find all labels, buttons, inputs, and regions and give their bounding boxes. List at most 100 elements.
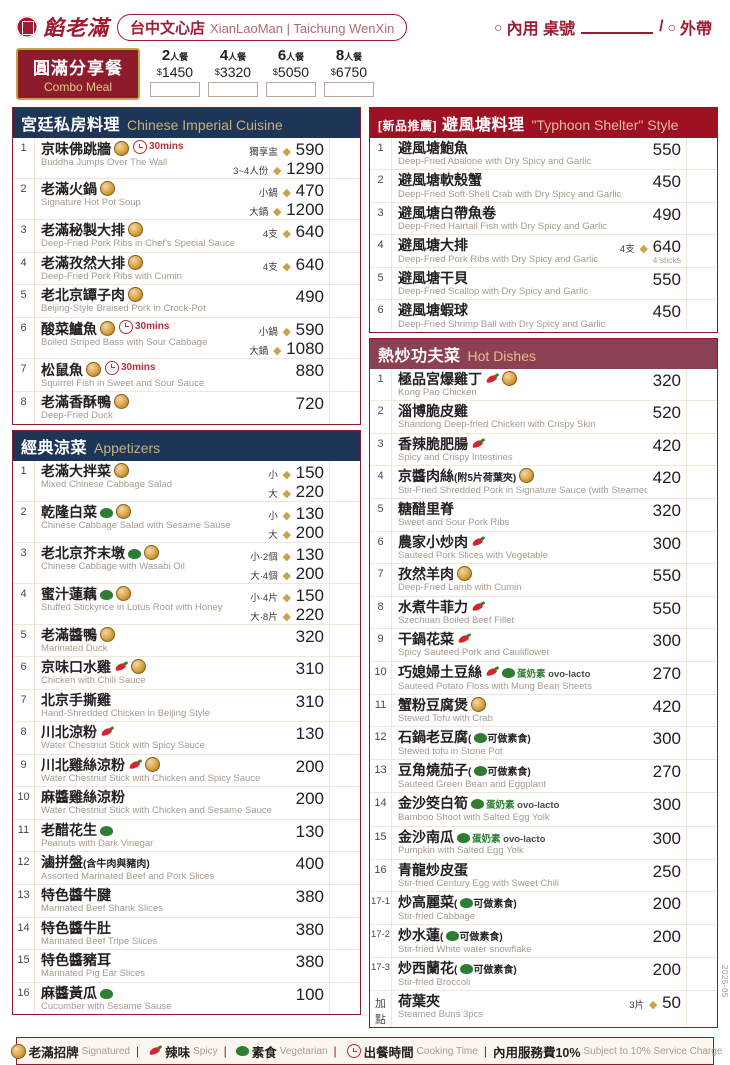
item-qty-input[interactable] bbox=[329, 885, 360, 917]
menu-item-row[interactable]: 4 蜜汁蓮藕 Stuffed Stickyrice in Lotus Root wi… bbox=[13, 583, 360, 625]
menu-item-row[interactable]: 13 特色醬牛腱 Marinated Beef Shank Slices 380 bbox=[13, 885, 360, 918]
menu-item-row[interactable]: 3 香辣脆肥腸 Spicy and Crispy Intestines 420 bbox=[370, 433, 717, 467]
menu-item-row[interactable]: 1 避風塘鮑魚 Deep-Fried Abalone with Dry Spicy … bbox=[370, 138, 717, 171]
menu-item-row[interactable]: 17-1 炒高麗菜(可做素食) Stir-fried Cabbage 200 bbox=[370, 892, 717, 926]
item-qty-input[interactable] bbox=[329, 624, 360, 657]
menu-item-row[interactable]: 16 青龍炒皮蛋 Stir-fried Century Egg with Sweet… bbox=[370, 859, 717, 893]
menu-item-row[interactable]: 10 巧媳婦土豆絲 蛋奶素 ovo-lacto Sauteed Potato Flos… bbox=[370, 661, 717, 695]
item-qty-input[interactable] bbox=[686, 235, 717, 267]
menu-item-row[interactable]: 15 特色醬豬耳 Marinated Pig Ear Slices 380 bbox=[13, 950, 360, 983]
menu-item-row[interactable]: 7 松鼠魚 30mins Squirrel Fish in Sweet and Sou… bbox=[13, 358, 360, 393]
item-qty-input[interactable] bbox=[686, 661, 717, 694]
item-qty-input[interactable] bbox=[686, 727, 717, 760]
menu-item-row[interactable]: 9 干鍋花菜 Spicy Sauteed Pork and Cauliflower 3… bbox=[370, 629, 717, 662]
menu-item-row[interactable]: 4 避風塘大排 Deep-Fried Pork Ribs with Dry Spic… bbox=[370, 235, 717, 268]
item-qty-input[interactable] bbox=[686, 499, 717, 531]
menu-item-row[interactable]: 5 避風塘干貝 Deep-Fried Scallop with Dry Spicy … bbox=[370, 267, 717, 301]
menu-item-row[interactable]: 8 水煮牛菲力 Szechuan Boiled Beef Fillet 550 bbox=[370, 596, 717, 630]
menu-item-row[interactable]: 2 老滿火鍋 Signature Hot Pot Soup 小鍋 ◆ 470 大鍋 ◆ … bbox=[13, 179, 360, 221]
item-qty-input[interactable] bbox=[329, 285, 360, 317]
combo-qty-input[interactable] bbox=[324, 81, 374, 97]
menu-item-row[interactable]: 12 石鍋老豆腐(可做素食) Stewed tofu in Stone Pot 300 bbox=[370, 727, 717, 761]
menu-item-row[interactable]: 6 避風塘蝦球 Deep-Fried Shrimp Ball with Dry Sp… bbox=[370, 300, 717, 332]
menu-item-row[interactable]: 14 特色醬牛肚 Marinated Beef Tripe Slices 380 bbox=[13, 917, 360, 951]
menu-item-row[interactable]: 5 糖醋里脊 Sweet and Sour Pork Ribs 320 bbox=[370, 499, 717, 532]
item-qty-input[interactable] bbox=[329, 501, 360, 542]
menu-item-row[interactable]: 1 京味佛跳牆 30mins Buddha Jumps Over The Wall 獨享… bbox=[13, 138, 360, 180]
item-qty-input[interactable] bbox=[329, 179, 360, 220]
menu-item-row[interactable]: 13 豆角燒茄子(可做素食) Sauteed Green Bean and Eggp… bbox=[370, 760, 717, 794]
menu-item-row[interactable]: 5 老北京罈子肉 Beijing-Style Braised Pork in Cro… bbox=[13, 285, 360, 318]
item-qty-input[interactable] bbox=[329, 754, 360, 787]
item-qty-input[interactable] bbox=[329, 819, 360, 852]
item-qty-input[interactable] bbox=[329, 787, 360, 819]
menu-item-row[interactable]: 17-2 炒水蓮(可做素食) Stir-fried White water snow… bbox=[370, 925, 717, 959]
item-qty-input[interactable] bbox=[686, 202, 717, 235]
item-qty-input[interactable] bbox=[329, 542, 360, 583]
item-qty-input[interactable] bbox=[686, 564, 717, 596]
item-qty-input[interactable] bbox=[329, 220, 360, 252]
menu-item-row[interactable]: 1 極品宮爆雞丁 Kong Pao Chicken 320 bbox=[370, 368, 717, 402]
menu-item-row[interactable]: 4 老滿孜然大排 Deep-Fried Pork Ribs with Cumin 4支… bbox=[13, 252, 360, 286]
item-qty-input[interactable] bbox=[686, 760, 717, 793]
menu-item-row[interactable]: 11 老醋花生 Peanuts with Dark Vinegar 130 bbox=[13, 819, 360, 853]
menu-item-row[interactable]: 6 農家小炒肉 Sauteed Pork Slices with Vegetable… bbox=[370, 531, 717, 565]
menu-item-row[interactable]: 12 滷拼盤(含牛肉與豬肉) Assorted Marinated Beef and… bbox=[13, 852, 360, 886]
menu-item-row[interactable]: 9 川北雞絲涼粉 Water Chestnut Stick with Chicken… bbox=[13, 754, 360, 788]
menu-item-row[interactable]: 2 乾隆白菜 Chinese Cabbage Salad with Sesame S… bbox=[13, 501, 360, 543]
menu-item-row[interactable]: 16 麻醬黃瓜 Cucumber with Sesame Sause 100 bbox=[13, 982, 360, 1015]
item-qty-input[interactable] bbox=[686, 531, 717, 564]
menu-item-row[interactable]: 3 老滿秘製大排 Deep-Fried Pork Ribs in Chef's Sp… bbox=[13, 220, 360, 253]
item-qty-input[interactable] bbox=[329, 358, 360, 392]
menu-item-row[interactable]: 10 麻醬雞絲涼粉 Water Chestnut Stick with Chicke… bbox=[13, 787, 360, 820]
menu-item-row[interactable]: 加點 荷葉夾 Steamed Buns 3pcs 3片 ◆ 50 bbox=[370, 991, 717, 1028]
item-qty-input[interactable] bbox=[686, 596, 717, 629]
menu-item-row[interactable]: 11 蟹粉豆腐煲 Stewed Tofu with Crab 420 bbox=[370, 694, 717, 728]
item-qty-input[interactable] bbox=[329, 950, 360, 982]
item-qty-input[interactable] bbox=[686, 694, 717, 727]
item-qty-input[interactable] bbox=[329, 982, 360, 1015]
item-qty-input[interactable] bbox=[686, 859, 717, 892]
table-number-field[interactable] bbox=[581, 20, 654, 34]
item-qty-input[interactable] bbox=[686, 368, 717, 401]
item-qty-input[interactable] bbox=[329, 252, 360, 285]
menu-item-row[interactable]: 6 京味口水雞 Chicken with Chili Sauce 310 bbox=[13, 657, 360, 690]
item-qty-input[interactable] bbox=[686, 466, 717, 499]
menu-item-row[interactable]: 3 避風塘白帶魚卷 Deep-Fried Hairtail Fish with Dr… bbox=[370, 202, 717, 236]
item-qty-input[interactable] bbox=[686, 991, 717, 1028]
item-qty-input[interactable] bbox=[686, 826, 717, 859]
item-qty-input[interactable] bbox=[329, 392, 360, 424]
item-qty-input[interactable] bbox=[686, 958, 717, 991]
item-qty-input[interactable] bbox=[329, 460, 360, 501]
item-qty-input[interactable] bbox=[329, 583, 360, 624]
item-qty-input[interactable] bbox=[686, 892, 717, 925]
menu-item-row[interactable]: 1 老滿大拌菜 Mixed Chinese Cabbage Salad 小 ◆ 150… bbox=[13, 460, 360, 502]
combo-qty-input[interactable] bbox=[150, 81, 200, 97]
menu-item-row[interactable]: 15 金沙南瓜 蛋奶素 ovo-lacto Pumpkin with Salted E… bbox=[370, 826, 717, 860]
menu-item-row[interactable]: 17-3 炒西蘭花(可做素食) Stir-fried Broccoli 200 bbox=[370, 958, 717, 992]
menu-item-row[interactable]: 2 淄博脆皮雞 Shandong Deep-fried Chicken with C… bbox=[370, 401, 717, 434]
item-qty-input[interactable] bbox=[686, 267, 717, 300]
item-qty-input[interactable] bbox=[686, 433, 717, 466]
item-qty-input[interactable] bbox=[329, 722, 360, 754]
menu-item-row[interactable]: 7 孜然羊肉 Deep-Fried Lamb with Cumin 550 bbox=[370, 564, 717, 597]
combo-qty-input[interactable] bbox=[266, 81, 316, 97]
item-qty-input[interactable] bbox=[686, 300, 717, 332]
item-qty-input[interactable] bbox=[329, 689, 360, 722]
item-qty-input[interactable] bbox=[329, 852, 360, 885]
item-qty-input[interactable] bbox=[686, 138, 717, 170]
menu-item-row[interactable]: 3 老北京芥末墩 Chinese Cabbage with Wasabi Oil 小·… bbox=[13, 542, 360, 584]
menu-item-row[interactable]: 14 金沙筊白筍 蛋奶素 ovo-lacto Bamboo Shoot with Sa… bbox=[370, 793, 717, 827]
item-qty-input[interactable] bbox=[329, 138, 360, 179]
menu-item-row[interactable]: 6 酸菜鱸魚 30mins Boiled Striped Bass with Sour… bbox=[13, 317, 360, 359]
combo-qty-input[interactable] bbox=[208, 81, 258, 97]
item-qty-input[interactable] bbox=[686, 401, 717, 433]
item-qty-input[interactable] bbox=[329, 917, 360, 950]
takeout-radio[interactable]: ○ bbox=[667, 19, 676, 35]
menu-item-row[interactable]: 2 避風塘軟殼蟹 Deep-Fried Soft-Shell Crab with D… bbox=[370, 170, 717, 203]
item-qty-input[interactable] bbox=[329, 657, 360, 689]
menu-item-row[interactable]: 8 老滿香酥鴨 Deep-Fried Duck 720 bbox=[13, 392, 360, 424]
menu-item-row[interactable]: 7 北京手撕雞 Hand-Shredded Chicken in Beijing S… bbox=[13, 689, 360, 723]
menu-item-row[interactable]: 8 川北涼粉 Water Chestnut Stick with Spicy Sau… bbox=[13, 722, 360, 755]
item-qty-input[interactable] bbox=[686, 170, 717, 202]
